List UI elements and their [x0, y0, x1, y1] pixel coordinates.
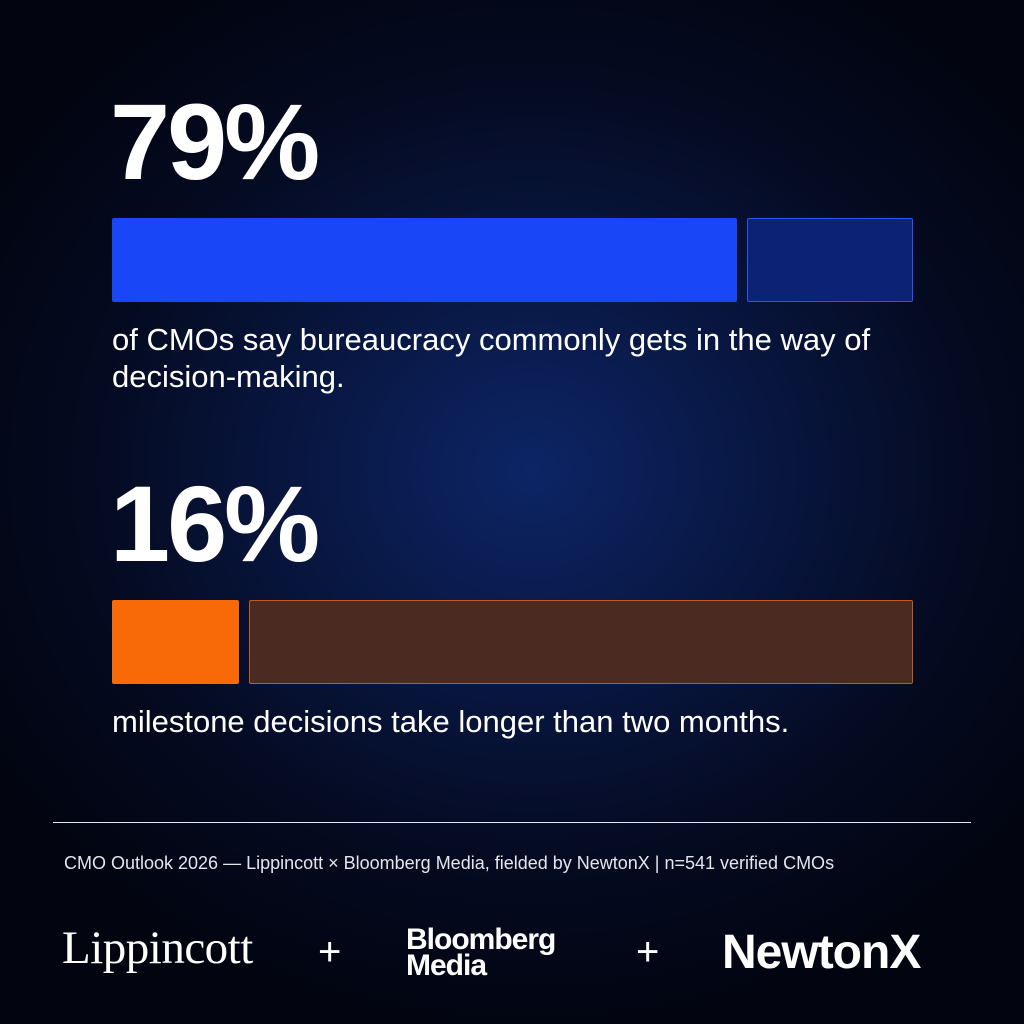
newtonx-logo: NewtonX: [722, 926, 921, 979]
stat-2-bar-fill: [112, 600, 239, 684]
lippincott-logo: Lippincott: [62, 922, 253, 974]
bloomberg-media-logo: Bloomberg Media: [406, 923, 556, 982]
stat-1-bar-remainder: [747, 218, 913, 302]
source-note: CMO Outlook 2026 — Lippincott × Bloomber…: [64, 853, 835, 873]
bloomberg-logo-line-2: Media: [406, 949, 487, 982]
footer-divider: [53, 822, 971, 823]
plus-separator-1: +: [318, 930, 342, 974]
stat-1-caption: of CMOs say bureaucracy commonly gets in…: [112, 322, 871, 395]
stat-1-bar: [112, 218, 913, 302]
stat-2-caption: milestone decisions take longer than two…: [112, 704, 790, 739]
stat-2-bar-remainder: [249, 600, 913, 684]
plus-separator-2: +: [636, 930, 660, 974]
bloomberg-logo-line-1: Bloomberg: [406, 923, 556, 956]
stat-2-bar: [112, 600, 913, 684]
stat-1-value: 79%: [110, 81, 320, 202]
stat-1-bar-fill: [112, 218, 737, 302]
stat-2-value: 16%: [110, 463, 320, 584]
